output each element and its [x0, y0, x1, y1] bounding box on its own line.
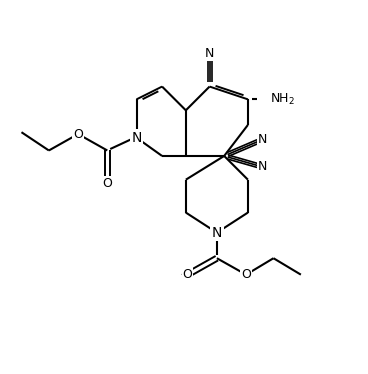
Text: N: N — [258, 160, 267, 174]
Text: O: O — [73, 128, 83, 141]
Text: N: N — [212, 226, 222, 240]
Text: N: N — [131, 131, 142, 145]
Text: O: O — [241, 268, 251, 281]
Text: NH$_2$: NH$_2$ — [270, 92, 295, 107]
Text: O: O — [183, 268, 192, 281]
Text: N: N — [205, 47, 214, 60]
Text: N: N — [258, 133, 267, 146]
Text: O: O — [102, 177, 112, 190]
